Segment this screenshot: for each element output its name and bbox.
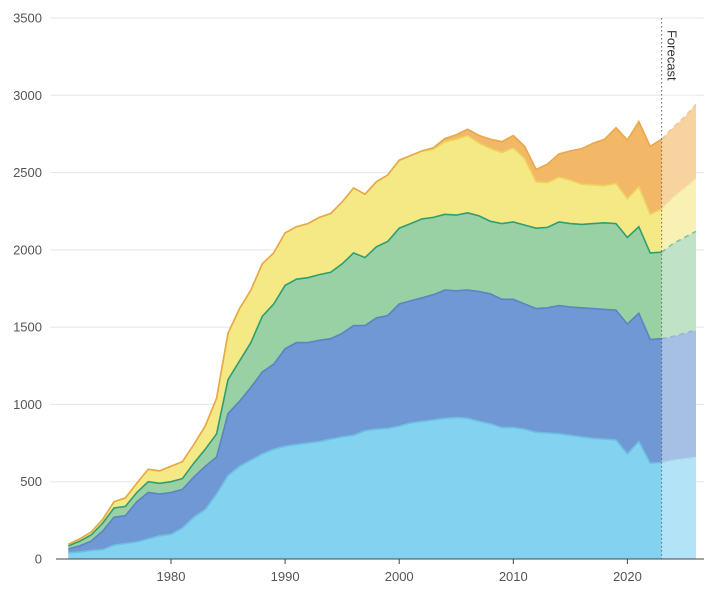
y-tick-1000: 1000 bbox=[13, 397, 42, 412]
area-series-1 bbox=[68, 417, 696, 559]
y-tick-2500: 2500 bbox=[13, 165, 42, 180]
areas bbox=[67, 104, 697, 559]
forecast-label: Forecast bbox=[665, 30, 680, 81]
y-axis-ticks: 0 500 1000 1500 2000 2500 3000 3500 bbox=[13, 11, 42, 567]
y-tick-500: 500 bbox=[20, 474, 42, 489]
x-tick-2020: 2020 bbox=[613, 569, 642, 584]
y-tick-0: 0 bbox=[35, 552, 42, 567]
forecast-edge-series-3 bbox=[661, 230, 697, 253]
x-axis-ticks: 1980 1990 2000 2010 2020 bbox=[157, 559, 642, 584]
area-edge-series-2 bbox=[68, 289, 662, 550]
area-series-3 bbox=[68, 212, 696, 550]
area-series-4 bbox=[68, 135, 696, 546]
x-tick-2000: 2000 bbox=[385, 569, 414, 584]
area-series-2 bbox=[68, 290, 696, 553]
forecast-shade bbox=[661, 18, 696, 559]
x-tick-1980: 1980 bbox=[157, 569, 186, 584]
y-tick-3500: 3500 bbox=[13, 11, 42, 26]
x-tick-2010: 2010 bbox=[499, 569, 528, 584]
forecast-edge-series-1 bbox=[661, 456, 697, 464]
x-tick-1990: 1990 bbox=[271, 569, 300, 584]
forecast-overlay bbox=[661, 18, 696, 559]
forecast-edge-series-5 bbox=[661, 104, 697, 140]
y-tick-2000: 2000 bbox=[13, 242, 42, 257]
y-tick-3000: 3000 bbox=[13, 88, 42, 103]
area-edge-series-3 bbox=[67, 211, 662, 547]
area-series-5 bbox=[68, 104, 696, 545]
forecast-edge-series-4 bbox=[661, 178, 697, 210]
y-tick-1500: 1500 bbox=[13, 320, 42, 335]
forecast-marker: Forecast bbox=[661, 18, 680, 559]
forecast-edge-series-2 bbox=[661, 329, 697, 340]
area-edge-series-5 bbox=[67, 119, 663, 546]
area-edge-series-1 bbox=[68, 416, 662, 554]
